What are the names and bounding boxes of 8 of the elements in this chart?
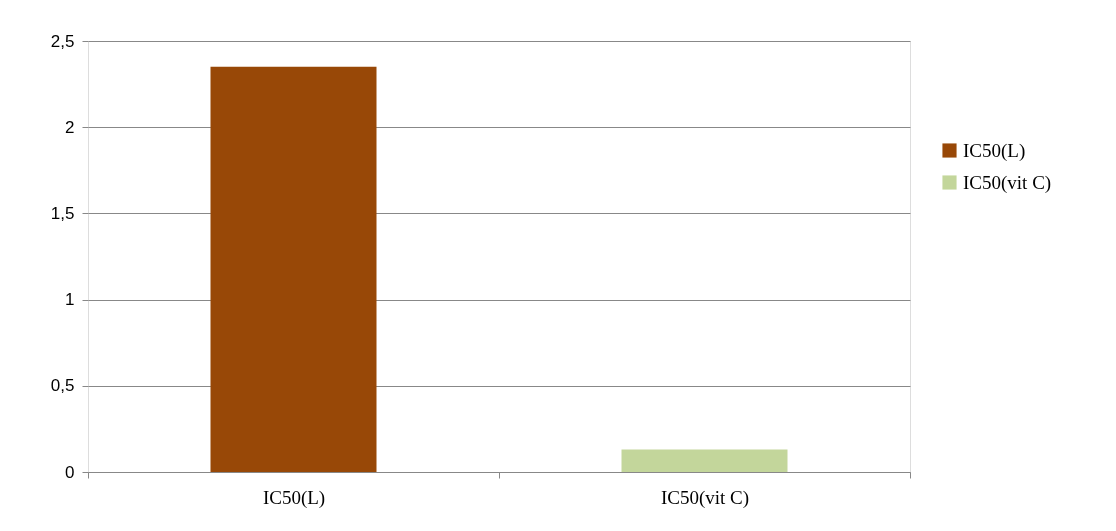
y-tick-label: 0,5 <box>50 376 75 396</box>
legend-label: IC50(L) <box>963 139 1026 162</box>
y-tick-label: 1,5 <box>50 203 75 223</box>
legend-label: IC50(vit C) <box>963 171 1052 194</box>
y-tick-label: 2 <box>65 117 75 137</box>
y-tick-label: 1 <box>65 290 75 310</box>
y-tick-label: 0 <box>65 462 75 482</box>
y-tick-label: 2,5 <box>50 31 75 51</box>
